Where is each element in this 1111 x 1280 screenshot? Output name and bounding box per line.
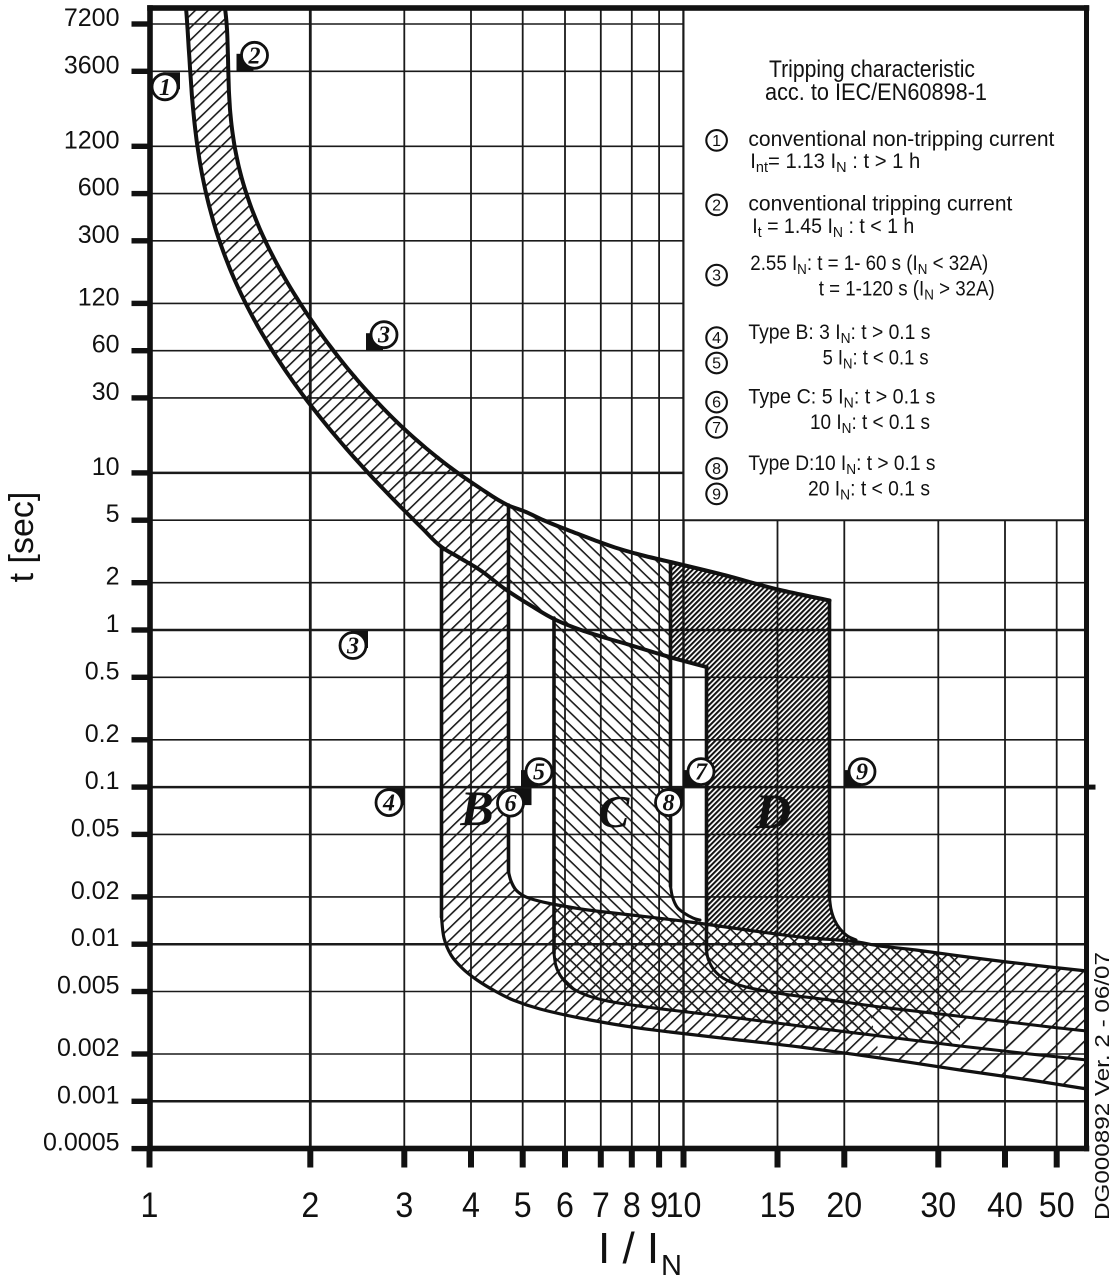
- svg-text:conventional non-tripping curr: conventional non-tripping current: [748, 128, 1054, 151]
- svg-text:Int​= 1.13 IN​ : t > 1 h: Int​= 1.13 IN​ : t > 1 h: [750, 150, 920, 176]
- svg-text:6: 6: [556, 1187, 574, 1226]
- svg-text:10 IN​: t < 0.1 s: 10 IN​: t < 0.1 s: [810, 411, 930, 437]
- svg-text:4: 4: [382, 791, 395, 817]
- svg-text:7200: 7200: [64, 4, 120, 32]
- svg-text:0.0005: 0.0005: [43, 1129, 119, 1157]
- svg-text:5: 5: [533, 760, 545, 786]
- svg-text:0.01: 0.01: [71, 924, 120, 952]
- svg-text:1: 1: [712, 133, 721, 150]
- svg-text:2: 2: [248, 43, 261, 69]
- svg-text:7: 7: [712, 420, 721, 437]
- svg-text:Type B: 3 IN​: t > 0.1 s: Type B: 3 IN​: t > 0.1 s: [748, 321, 930, 347]
- svg-text:30: 30: [92, 378, 120, 406]
- svg-text:5: 5: [106, 500, 120, 528]
- svg-text:t = 1-120 s (IN​ > 32A): t = 1-120 s (IN​ > 32A): [819, 278, 995, 304]
- svg-text:300: 300: [78, 221, 120, 249]
- svg-text:Type C: 5 IN​: t > 0.1 s: Type C: 5 IN​: t > 0.1 s: [748, 386, 935, 412]
- svg-text:3: 3: [346, 634, 359, 660]
- svg-text:DG000892 Ver. 2 - 06/07: DG000892 Ver. 2 - 06/07: [1092, 952, 1111, 1220]
- svg-text:3: 3: [712, 268, 721, 285]
- svg-text:2: 2: [106, 563, 120, 591]
- svg-text:40: 40: [987, 1187, 1023, 1226]
- svg-text:0.001: 0.001: [57, 1081, 120, 1109]
- svg-text:20 IN​: t < 0.1 s: 20 IN​: t < 0.1 s: [808, 478, 930, 504]
- svg-text:3: 3: [395, 1187, 413, 1226]
- svg-text:6: 6: [505, 791, 517, 817]
- svg-text:0.1: 0.1: [85, 767, 120, 795]
- svg-text:1: 1: [159, 75, 171, 101]
- svg-text:1: 1: [141, 1187, 159, 1226]
- svg-text:0.5: 0.5: [85, 657, 120, 685]
- svg-text:15: 15: [760, 1187, 796, 1226]
- svg-text:It​ = 1.45 IN​ : t < 1 h: It​ = 1.45 IN​ : t < 1 h: [752, 215, 914, 241]
- svg-text:acc. to IEC/EN60898-1: acc. to IEC/EN60898-1: [765, 79, 987, 106]
- svg-text:120: 120: [78, 283, 120, 311]
- svg-text:0.05: 0.05: [71, 814, 120, 842]
- svg-text:10: 10: [92, 453, 120, 481]
- svg-text:5: 5: [514, 1187, 532, 1226]
- svg-text:9: 9: [650, 1187, 668, 1226]
- svg-text:8: 8: [623, 1187, 641, 1226]
- svg-text:9: 9: [712, 486, 721, 503]
- svg-text:7: 7: [592, 1187, 610, 1226]
- svg-text:Type D:10 IN​: t > 0.1 s: Type D:10 IN​: t > 0.1 s: [748, 452, 935, 478]
- svg-text:20: 20: [826, 1187, 862, 1226]
- svg-text:0.2: 0.2: [85, 720, 120, 748]
- svg-text:B: B: [459, 780, 493, 836]
- svg-text:6: 6: [712, 395, 721, 412]
- svg-text:conventional tripping current: conventional tripping current: [748, 193, 1012, 216]
- svg-text:5: 5: [712, 356, 721, 373]
- svg-text:600: 600: [78, 174, 120, 202]
- svg-text:3: 3: [377, 323, 390, 349]
- svg-text:0.02: 0.02: [71, 877, 120, 905]
- svg-text:10: 10: [666, 1187, 702, 1226]
- svg-text:5 IN​: t < 0.1 s: 5 IN​: t < 0.1 s: [823, 347, 929, 373]
- svg-text:8: 8: [712, 461, 721, 478]
- svg-text:N: N: [661, 1250, 682, 1280]
- svg-text:9: 9: [856, 760, 868, 786]
- svg-text:50: 50: [1039, 1187, 1075, 1226]
- svg-text:4: 4: [712, 330, 721, 347]
- svg-text:2: 2: [301, 1187, 319, 1226]
- svg-text:7: 7: [695, 760, 708, 786]
- svg-text:60: 60: [92, 331, 120, 359]
- svg-text:t [sec]: t [sec]: [3, 492, 41, 583]
- svg-text:D: D: [754, 783, 791, 839]
- svg-text:3600: 3600: [64, 51, 120, 79]
- svg-text:1200: 1200: [64, 126, 120, 154]
- svg-text:2: 2: [712, 197, 721, 214]
- svg-text:0.005: 0.005: [57, 972, 120, 1000]
- svg-text:30: 30: [920, 1187, 956, 1226]
- svg-text:2.55 IN​: t = 1- 60 s (IN​ < 3: 2.55 IN​: t = 1- 60 s (IN​ < 32A): [750, 252, 988, 278]
- svg-text:Tripping characteristic: Tripping characteristic: [769, 56, 975, 83]
- svg-text:4: 4: [462, 1187, 480, 1226]
- svg-text:0.002: 0.002: [57, 1034, 120, 1062]
- svg-text:C: C: [599, 786, 631, 837]
- svg-text:8: 8: [663, 791, 675, 817]
- svg-text:1: 1: [106, 610, 120, 638]
- svg-text:I / I: I / I: [598, 1224, 659, 1273]
